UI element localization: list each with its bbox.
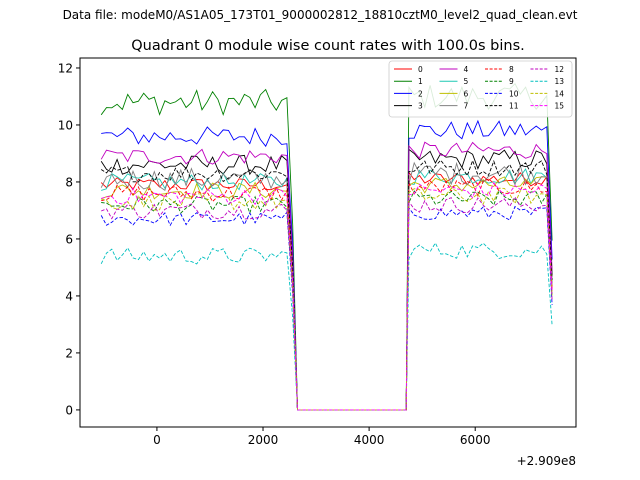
series-line-11 [100,159,553,411]
legend-label-12: 12 [555,65,565,74]
x-tick-label-0: 0 [153,433,161,447]
legend-label-10: 10 [509,89,519,98]
legend-label-4: 4 [464,65,469,74]
series-line-3 [100,148,553,411]
series-line-1 [100,82,553,411]
series-line-8 [101,178,553,411]
legend-label-3: 3 [418,102,423,111]
y-tick-label-6: 6 [65,232,73,246]
legend-label-8: 8 [509,65,514,74]
chart-title: Quadrant 0 module wise count rates with … [131,38,525,54]
series-line-9 [101,189,553,411]
series-line-7 [100,161,553,411]
series-line-4 [100,141,553,411]
legend-label-5: 5 [464,77,469,86]
x-offset-label: +2.909e8 [517,454,576,468]
legend-label-15: 15 [555,102,565,111]
series-line-10 [100,205,553,411]
figure-suptitle: Data file: modeM0/AS1A05_173T01_90000028… [62,8,578,22]
x-tick-label-2000: 2000 [248,433,279,447]
y-tick-label-12: 12 [58,61,73,75]
legend-label-13: 13 [555,77,565,86]
legend-label-11: 11 [509,102,519,111]
series-line-15 [101,182,553,411]
y-tick-label-4: 4 [65,289,73,303]
legend-label-7: 7 [464,102,469,111]
series-line-13 [100,242,553,411]
legend-label-2: 2 [418,89,423,98]
series-line-5 [101,168,553,411]
series-line-2 [101,119,553,411]
y-tick-label-0: 0 [65,403,73,417]
series-line-6 [101,176,553,411]
y-tick-label-2: 2 [65,346,73,360]
axes-frame [79,57,577,428]
legend-label-9: 9 [509,77,514,86]
legend-box [388,60,573,118]
y-tick-label-10: 10 [58,118,73,132]
legend-label-0: 0 [418,65,423,74]
series-line-12 [101,196,553,411]
series-line-14 [101,187,553,411]
legend-label-1: 1 [418,77,423,86]
legend-label-14: 14 [555,89,565,98]
x-tick-label-4000: 4000 [354,433,385,447]
x-tick-label-6000: 6000 [460,433,491,447]
plot-area [100,82,553,411]
legend-label-6: 6 [464,89,469,98]
y-tick-label-8: 8 [65,175,73,189]
series-line-0 [100,171,553,411]
